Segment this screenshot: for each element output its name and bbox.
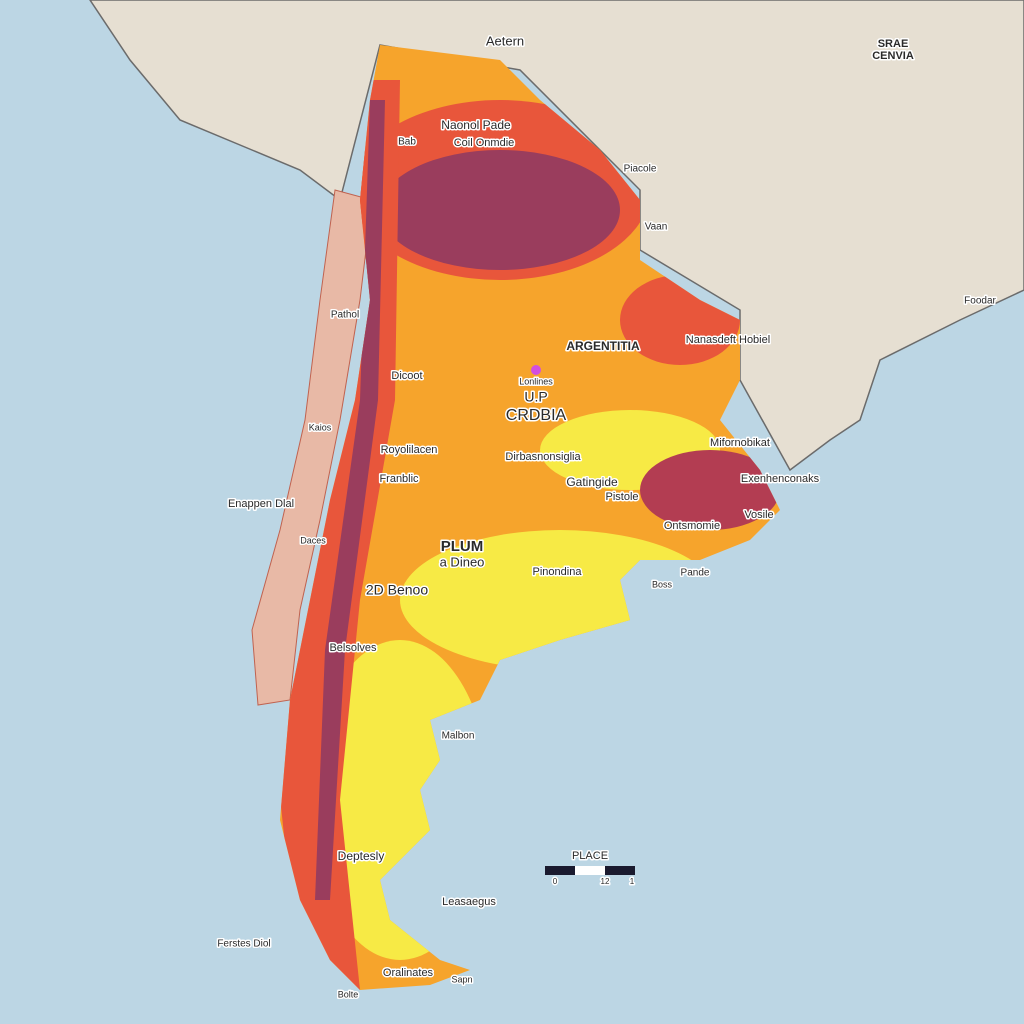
- zone-purple: [640, 450, 780, 530]
- place-label: Lonlines: [519, 376, 553, 386]
- place-label: PLUM: [441, 538, 484, 555]
- place-label: Pinondina: [533, 566, 583, 578]
- place-label: Pande: [681, 568, 710, 579]
- place-label: Naonol Pade: [441, 118, 511, 132]
- place-label: Bolte: [338, 989, 359, 999]
- place-label: Bab: [398, 137, 416, 148]
- neighbor-land: [89, 0, 1024, 472]
- place-label: Ferstes Diol: [217, 939, 270, 950]
- place-label: U.P: [524, 389, 547, 405]
- place-label: Vosile: [744, 509, 773, 521]
- place-label: Franblic: [379, 473, 419, 485]
- place-label: Coil Onmdie: [454, 137, 515, 149]
- place-label: Deptesly: [338, 849, 385, 863]
- place-label: Kaios: [309, 422, 332, 432]
- place-label: Sapn: [451, 974, 472, 984]
- place-label: Royolilacen: [381, 444, 438, 456]
- scale-bar-tick: 12: [601, 877, 610, 886]
- marker: [531, 365, 541, 375]
- place-label: Belsolves: [329, 642, 377, 654]
- place-label: Boss: [652, 579, 673, 589]
- place-label: Dicoot: [391, 370, 422, 382]
- scale-bar-title: PLACE: [572, 850, 608, 862]
- place-label: CENVIA: [872, 50, 914, 62]
- place-label: Daces: [300, 535, 326, 545]
- place-label: Gatingide: [566, 475, 618, 489]
- place-label: Nanasdeft Hobiel: [686, 334, 770, 346]
- scale-bar-bar: [575, 866, 605, 875]
- zone-purple: [380, 150, 620, 270]
- place-label: Dirbasnonsiglia: [505, 451, 581, 463]
- place-label: Exenhenconaks: [741, 473, 820, 485]
- scale-bar-tick: 1: [630, 877, 635, 886]
- place-label: Oralinates: [383, 967, 434, 979]
- place-label: Pistole: [605, 491, 638, 503]
- place-label: a Dineo: [440, 554, 485, 569]
- place-label: Piacole: [624, 164, 657, 175]
- scale-bar-tick: 0: [553, 877, 558, 886]
- place-label: Ontsmomie: [664, 520, 720, 532]
- place-label: 2D Benoo: [366, 582, 428, 598]
- place-label: SRAE: [878, 38, 909, 50]
- scale-bar: PLACE 0 12 1: [545, 848, 636, 888]
- place-label: Mifornobikat: [710, 437, 770, 449]
- place-label: Vaan: [645, 222, 668, 233]
- place-label: CRDBIA: [506, 407, 567, 424]
- place-label: Malbon: [442, 731, 475, 742]
- place-label: Foodar: [964, 296, 996, 307]
- place-label: Pathol: [331, 310, 359, 321]
- place-label: Enappen Dlal: [228, 498, 294, 510]
- place-label: ARGENTITIA: [566, 339, 640, 353]
- place-label: Aetern: [486, 33, 524, 48]
- place-label: Leasaegus: [442, 896, 496, 908]
